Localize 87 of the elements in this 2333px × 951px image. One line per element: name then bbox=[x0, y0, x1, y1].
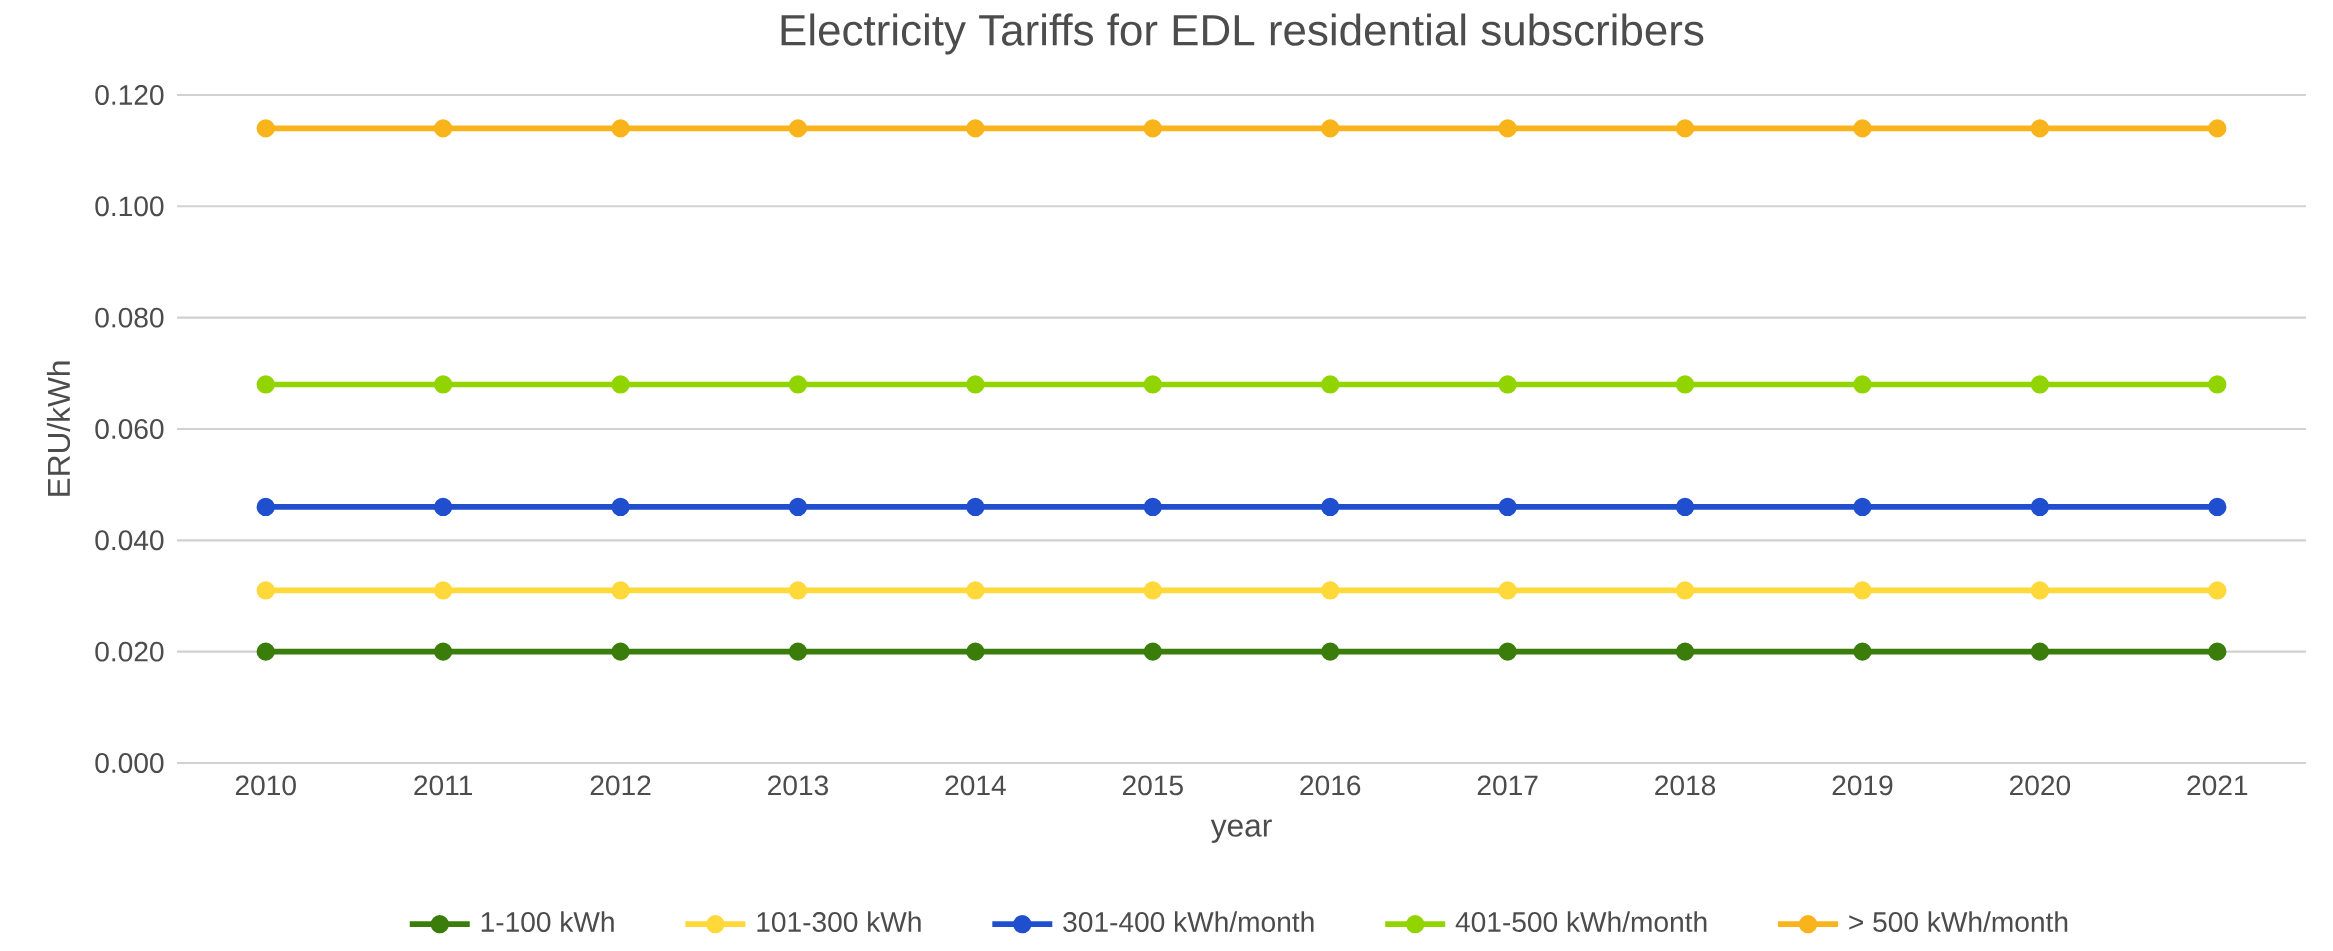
point bbox=[2208, 119, 2227, 138]
point bbox=[788, 497, 808, 517]
point bbox=[2030, 581, 2050, 600]
point bbox=[1498, 642, 1517, 661]
y-tick-label: 0.120 bbox=[95, 85, 164, 105]
x-tick-label: 2020 bbox=[2010, 775, 2071, 796]
point bbox=[1498, 581, 1517, 600]
y-tick-label: 0.040 bbox=[95, 530, 164, 551]
point bbox=[611, 497, 630, 517]
point bbox=[1143, 497, 1162, 517]
point bbox=[1321, 581, 1340, 600]
point bbox=[2208, 581, 2227, 600]
point bbox=[256, 581, 275, 600]
point bbox=[1853, 581, 1872, 600]
point bbox=[966, 497, 985, 517]
point bbox=[788, 375, 808, 394]
chart-title: Electricity Tariffs for EDL residential subscribers bbox=[781, 13, 1704, 55]
legend-label: 401-500 kWh/month bbox=[1455, 911, 1707, 932]
point bbox=[1143, 581, 1162, 600]
point bbox=[966, 119, 985, 138]
point bbox=[1498, 119, 1517, 138]
point bbox=[434, 581, 453, 600]
point bbox=[1143, 119, 1162, 138]
point bbox=[256, 375, 275, 394]
point bbox=[1675, 119, 1695, 138]
x-tick-label: 2013 bbox=[768, 775, 828, 796]
x-tick-label: 2017 bbox=[1477, 775, 1538, 796]
point bbox=[2208, 375, 2227, 394]
x-tick-label: 2014 bbox=[945, 775, 1006, 796]
y-tick-label: 0.100 bbox=[95, 196, 164, 217]
point bbox=[966, 375, 985, 394]
x-tick-label: 2012 bbox=[590, 775, 651, 796]
point bbox=[2030, 642, 2050, 661]
y-tick-label: 0.080 bbox=[95, 307, 164, 328]
y-tick-label: 0.020 bbox=[95, 641, 164, 662]
point bbox=[1321, 119, 1340, 138]
point bbox=[1853, 497, 1872, 517]
point bbox=[1321, 497, 1340, 517]
point bbox=[1853, 642, 1872, 661]
point bbox=[1321, 642, 1340, 661]
y-tick-label: 0.060 bbox=[95, 419, 164, 439]
point bbox=[434, 642, 453, 661]
point bbox=[611, 642, 630, 661]
point bbox=[788, 642, 808, 661]
point bbox=[256, 642, 275, 661]
legend-label: 101-300 kWh bbox=[757, 911, 921, 932]
point bbox=[1143, 642, 1162, 661]
point bbox=[1498, 497, 1517, 517]
point bbox=[1143, 375, 1162, 394]
y-axis-title: ERU/kWh bbox=[46, 361, 71, 496]
point bbox=[2208, 642, 2227, 661]
y-tick-label: 0.000 bbox=[95, 753, 164, 773]
point bbox=[966, 642, 985, 661]
point bbox=[611, 375, 630, 394]
x-tick-label: 2015 bbox=[1122, 775, 1183, 796]
point bbox=[966, 581, 985, 600]
point bbox=[434, 119, 453, 138]
point bbox=[256, 497, 275, 517]
point bbox=[611, 119, 630, 138]
point bbox=[2030, 497, 2050, 517]
point bbox=[1853, 119, 1872, 138]
legend-label: > 500 kWh/month bbox=[1849, 911, 2068, 932]
x-tick-label: 2019 bbox=[1832, 775, 1893, 796]
x-axis-title: year bbox=[1210, 819, 1272, 844]
x-tick-label: 2010 bbox=[235, 775, 296, 796]
x-tick-label: 2018 bbox=[1655, 775, 1716, 796]
point bbox=[2030, 375, 2050, 394]
x-tick-label: 2011 bbox=[414, 775, 472, 796]
point bbox=[1675, 497, 1695, 517]
x-tick-label: 2016 bbox=[1300, 775, 1361, 796]
point bbox=[1675, 581, 1695, 600]
point bbox=[434, 375, 453, 394]
point bbox=[788, 119, 808, 138]
point bbox=[2030, 119, 2050, 138]
legend-label: 1-100 kWh bbox=[481, 911, 614, 932]
legend-label: 301-400 kWh/month bbox=[1063, 911, 1314, 932]
point bbox=[1675, 375, 1695, 394]
point bbox=[256, 119, 275, 138]
point bbox=[1853, 375, 1872, 394]
point bbox=[611, 581, 630, 600]
x-tick-label: 2021 bbox=[2187, 775, 2248, 796]
point bbox=[434, 497, 453, 517]
point bbox=[1498, 375, 1517, 394]
point bbox=[2208, 497, 2227, 517]
point bbox=[1321, 375, 1340, 394]
point bbox=[1675, 642, 1695, 661]
point bbox=[788, 581, 808, 600]
